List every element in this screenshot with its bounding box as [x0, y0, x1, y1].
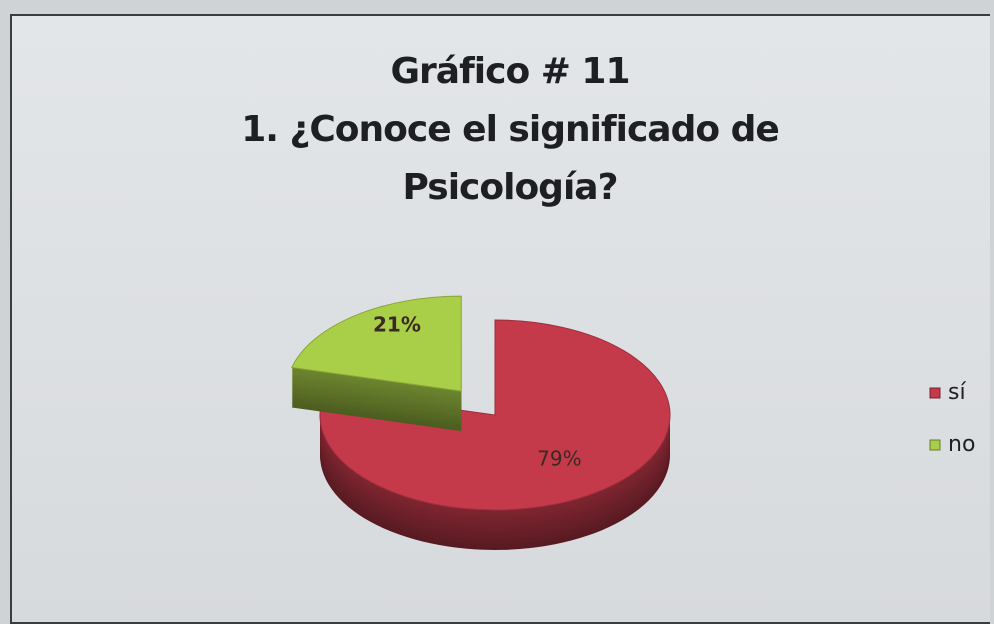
data-label: 21% — [373, 313, 421, 337]
legend-swatch — [929, 439, 941, 451]
data-label: 79% — [537, 447, 581, 471]
chart-subtitle: 1. ¿Conoce el significado de Psicología? — [241, 109, 780, 208]
pie-slice — [291, 295, 462, 392]
chart-title: Gráfico # 11 — [390, 51, 631, 92]
legend-label: sí — [948, 380, 966, 405]
legend-label: no — [948, 432, 975, 457]
legend-swatch — [929, 387, 941, 399]
pie-slice — [319, 319, 671, 511]
